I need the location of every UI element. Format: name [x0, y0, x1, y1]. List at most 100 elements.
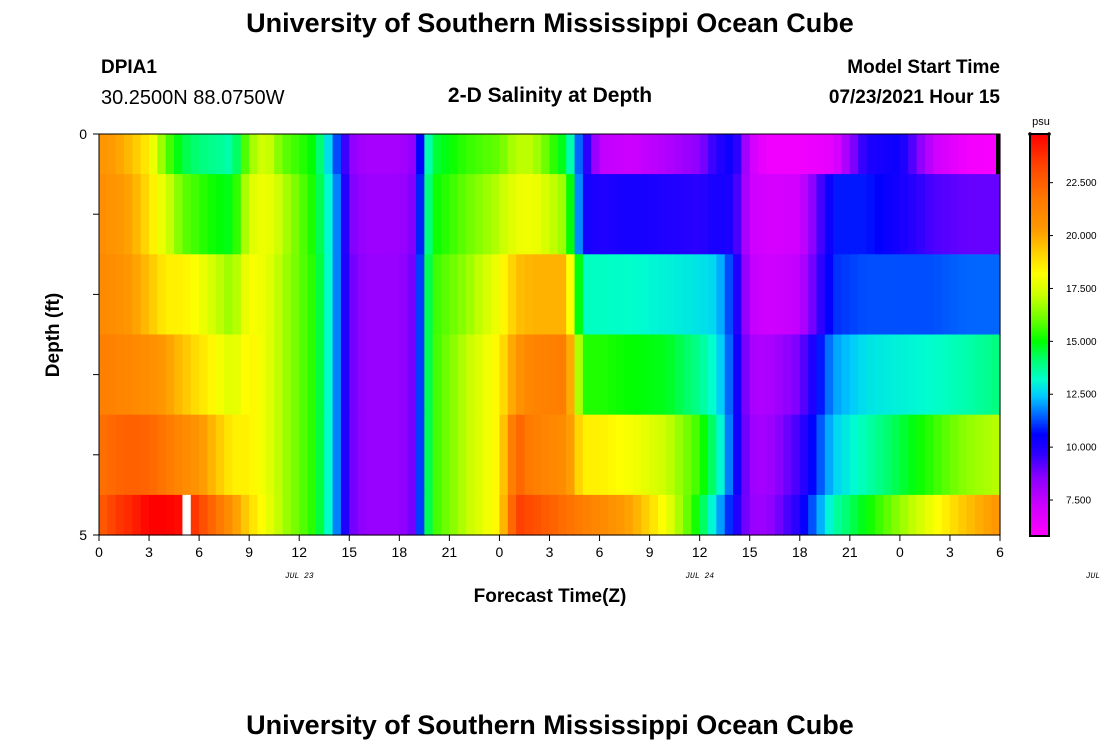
- heatmap-cell: [357, 254, 367, 336]
- heatmap-cell: [716, 134, 726, 175]
- heatmap-cell: [399, 174, 409, 255]
- heatmap-cell: [974, 414, 984, 496]
- heatmap-cell: [432, 254, 442, 336]
- colorbar-swatch: [1030, 138, 1049, 141]
- colorbar-swatch: [1030, 232, 1049, 235]
- heatmap-cell: [399, 414, 409, 496]
- colorbar-swatch: [1030, 474, 1049, 477]
- heatmap-cell: [99, 494, 108, 536]
- colorbar-swatch: [1030, 246, 1049, 249]
- heatmap-cell: [165, 254, 175, 336]
- heatmap-cell: [249, 254, 259, 336]
- heatmap-cell: [699, 254, 709, 336]
- heatmap-cell: [457, 414, 467, 496]
- colorbar-swatch: [1030, 284, 1049, 287]
- colorbar-swatch: [1030, 374, 1049, 377]
- page-title: University of Southern Mississippi Ocean…: [246, 8, 854, 38]
- heatmap-cell: [324, 494, 334, 536]
- colorbar-tick-label: 22.500: [1066, 178, 1097, 189]
- colorbar-swatch: [1030, 286, 1049, 289]
- colorbar-swatch: [1030, 190, 1049, 193]
- colorbar-swatch: [1030, 502, 1049, 505]
- heatmap-cell: [132, 414, 142, 496]
- heatmap-cell: [382, 494, 392, 536]
- heatmap-cell: [382, 414, 392, 496]
- heatmap-cell: [874, 494, 884, 536]
- colorbar-swatch: [1030, 468, 1049, 471]
- heatmap-cell: [499, 494, 509, 536]
- colorbar-swatch: [1030, 330, 1049, 333]
- heatmap-cell: [616, 174, 626, 255]
- heatmap-cell: [691, 174, 701, 255]
- heatmap-cell: [232, 254, 242, 336]
- heatmap-cell: [924, 494, 934, 536]
- heatmap-cell: [365, 134, 375, 175]
- colorbar-swatch: [1030, 428, 1049, 431]
- heatmap-cell: [974, 254, 984, 336]
- colorbar-swatch: [1030, 530, 1049, 533]
- heatmap-cell: [916, 254, 926, 336]
- heatmap-cell: [299, 494, 309, 536]
- x-tick-label: 12: [291, 544, 307, 560]
- heatmap-cell: [908, 134, 918, 175]
- heatmap-cell: [566, 174, 576, 255]
- heatmap-cell: [566, 494, 576, 536]
- heatmap-cell: [149, 254, 158, 336]
- heatmap-cell: [199, 494, 209, 536]
- heatmap-cell: [407, 414, 417, 496]
- heatmap-cell: [516, 334, 526, 416]
- heatmap-cell: [933, 494, 943, 536]
- heatmap-cell: [849, 134, 859, 175]
- heatmap-cell: [733, 334, 742, 416]
- heatmap-cell: [649, 134, 659, 175]
- heatmap-cell: [449, 254, 459, 336]
- heatmap-cell: [716, 334, 726, 416]
- heatmap-cell: [741, 174, 751, 255]
- heatmap-cell: [290, 334, 300, 416]
- heatmap-cell: [124, 414, 133, 496]
- heatmap-cell: [416, 134, 425, 175]
- heatmap-cell: [290, 174, 300, 255]
- heatmap-cell: [908, 174, 918, 255]
- colorbar-swatch: [1030, 386, 1049, 389]
- salinity-heatmap: [99, 134, 1001, 536]
- heatmap-cell: [332, 334, 342, 416]
- colorbar-swatch: [1030, 466, 1049, 469]
- heatmap-cell: [157, 414, 167, 496]
- colorbar-swatch: [1030, 496, 1049, 499]
- heatmap-cell: [799, 174, 809, 255]
- colorbar-swatch: [1030, 518, 1049, 521]
- colorbar-swatch: [1030, 258, 1049, 261]
- heatmap-cell: [115, 334, 125, 416]
- heatmap-cell: [157, 134, 167, 175]
- heatmap-cell: [657, 334, 667, 416]
- heatmap-cell: [499, 134, 509, 175]
- heatmap-cell: [140, 334, 150, 416]
- heatmap-cell: [324, 134, 334, 175]
- heatmap-cell: [332, 254, 342, 336]
- x-tick-label: 0: [896, 544, 904, 560]
- heatmap-cell: [324, 254, 334, 336]
- heatmap-cell: [749, 174, 759, 255]
- heatmap-cell: [132, 134, 142, 175]
- heatmap-cell: [941, 174, 951, 255]
- heatmap-cell: [532, 414, 542, 496]
- colorbar-swatch: [1030, 324, 1049, 327]
- colorbar-corner: [1028, 132, 1032, 136]
- station-coordinates: 30.2500N 88.0750W: [101, 87, 285, 109]
- heatmap-cell: [491, 334, 501, 416]
- colorbar-swatch: [1030, 376, 1049, 379]
- x-tick-label: 15: [742, 544, 758, 560]
- heatmap-cell: [416, 174, 425, 255]
- heatmap-cell: [749, 334, 759, 416]
- heatmap-cell: [432, 494, 442, 536]
- heatmap-cell: [174, 174, 184, 255]
- heatmap-cell: [607, 494, 617, 536]
- colorbar-swatch: [1030, 368, 1049, 371]
- heatmap-cell: [641, 254, 651, 336]
- heatmap-cell: [474, 494, 484, 536]
- heatmap-cell: [557, 494, 567, 536]
- heatmap-cell: [657, 174, 667, 255]
- heatmap-cell: [724, 174, 734, 255]
- heatmap-cell: [741, 134, 751, 175]
